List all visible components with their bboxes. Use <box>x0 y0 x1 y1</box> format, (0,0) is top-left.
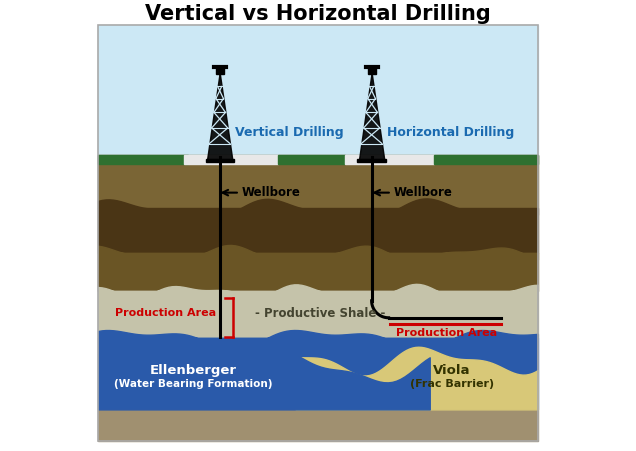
Bar <box>98 338 538 410</box>
Text: Wellbore: Wellbore <box>394 186 453 199</box>
Bar <box>98 253 538 291</box>
Bar <box>278 155 345 165</box>
Text: Vertical Drilling: Vertical Drilling <box>235 126 344 139</box>
Text: Wellbore: Wellbore <box>242 186 301 199</box>
Text: Production Area: Production Area <box>396 327 497 337</box>
Bar <box>98 410 538 441</box>
Text: (Water Bearing Formation): (Water Bearing Formation) <box>114 379 272 389</box>
Text: Production Area: Production Area <box>114 308 216 318</box>
Bar <box>98 291 538 338</box>
Text: - Productive Shale -: - Productive Shale - <box>256 307 386 320</box>
Bar <box>216 67 224 74</box>
Text: (Frac Barrier): (Frac Barrier) <box>410 379 494 389</box>
Bar <box>205 159 234 162</box>
Text: Vertical vs Horizontal Drilling: Vertical vs Horizontal Drilling <box>145 4 491 24</box>
Bar <box>98 25 538 155</box>
Text: Ellenberger: Ellenberger <box>149 364 237 377</box>
Text: Viola: Viola <box>433 364 471 377</box>
Bar <box>98 155 538 208</box>
Bar <box>98 155 188 165</box>
Bar <box>434 155 538 165</box>
Bar <box>345 155 434 165</box>
Bar <box>368 67 376 74</box>
Bar <box>184 155 278 165</box>
Text: Horizontal Drilling: Horizontal Drilling <box>387 126 515 139</box>
Bar <box>357 159 386 162</box>
Bar <box>98 208 538 253</box>
